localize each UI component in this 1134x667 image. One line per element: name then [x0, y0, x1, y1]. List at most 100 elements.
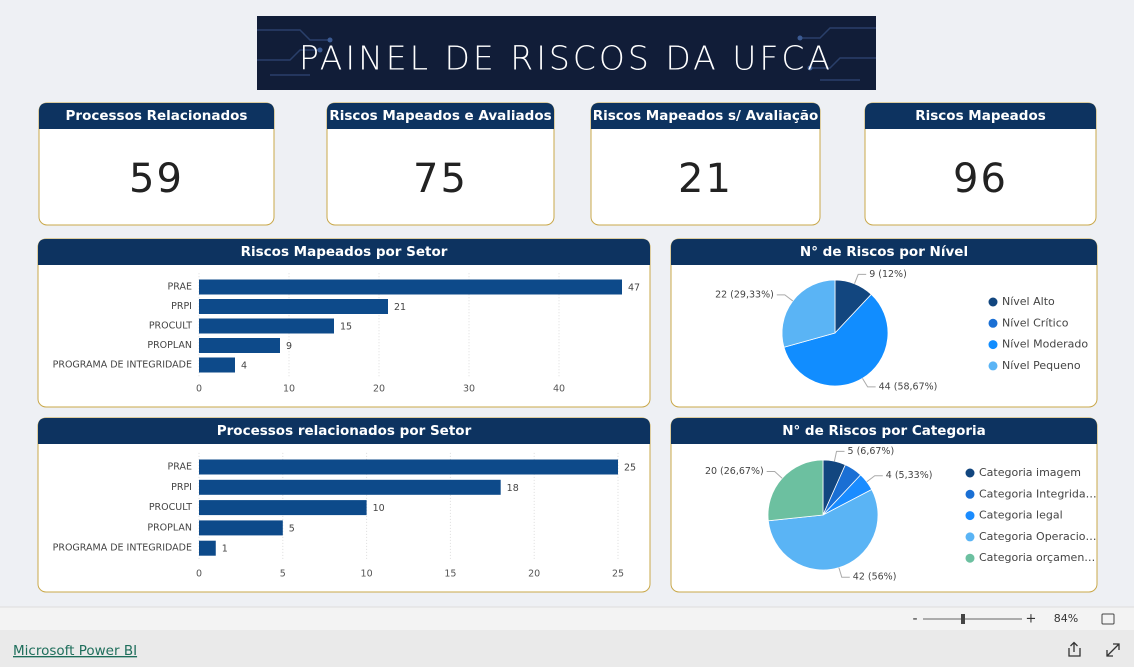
pie-slice: [781, 279, 836, 348]
kpi-card-title: Riscos Mapeados s/ Avaliação: [593, 108, 819, 124]
data-label: 5: [289, 523, 295, 534]
page-title: PAINEL DE RISCOS DA UFCA: [299, 39, 833, 78]
bar: [199, 279, 622, 295]
y-tick-label: PRAE: [168, 462, 192, 473]
banner: PAINEL DE RISCOS DA UFCA: [257, 16, 876, 90]
y-tick-label: PROPLAN: [147, 340, 192, 351]
data-label: 18: [507, 483, 519, 494]
y-tick-label: PRPI: [171, 482, 192, 493]
chart-panel-title: N° de Riscos por Nível: [800, 244, 968, 260]
data-label: 44 (58,67%): [879, 381, 938, 392]
leader-line: [838, 567, 850, 578]
bar: [199, 540, 216, 556]
x-tick-label: 0: [196, 384, 202, 395]
legend-swatch: [965, 468, 975, 478]
x-tick-label: 25: [612, 569, 624, 580]
data-label: 15: [340, 322, 352, 333]
x-tick-label: 0: [196, 569, 202, 580]
share-icon[interactable]: [1068, 641, 1081, 657]
x-tick-label: 15: [444, 569, 456, 580]
legend-label: Categoria orçamen…: [979, 551, 1095, 564]
expand-icon[interactable]: [1106, 643, 1120, 657]
legend-swatch: [965, 489, 975, 499]
legend-swatch: [965, 553, 975, 563]
bar: [199, 318, 334, 334]
data-label: 22 (29,33%): [715, 289, 774, 300]
kpi-card-title: Processos Relacionados: [66, 108, 248, 124]
legend-label: Categoria legal: [979, 509, 1063, 522]
bar: [199, 479, 501, 495]
chart-panel-title: N° de Riscos por Categoria: [782, 423, 986, 439]
data-label: 10: [373, 503, 385, 514]
y-tick-label: PROCULT: [149, 321, 192, 332]
legend-swatch: [965, 532, 975, 542]
bar: [199, 299, 388, 314]
footer: Microsoft Power BI: [0, 630, 1134, 667]
zoom-level: 84%: [1054, 612, 1078, 625]
data-label: 21: [394, 302, 406, 313]
leader-line: [776, 294, 794, 302]
kpi-card-title: Riscos Mapeados e Avaliados: [329, 108, 551, 124]
data-label: 1: [222, 544, 228, 555]
legend-swatch: [988, 297, 998, 307]
legend-label: Nível Moderado: [1002, 338, 1088, 351]
status-bar: - + 84%: [0, 606, 1134, 630]
kpi-card-header: [327, 103, 554, 129]
chart-panel: [670, 417, 1098, 593]
data-label: 9: [286, 341, 292, 352]
leader-line: [766, 471, 783, 479]
x-tick-label: 40: [553, 384, 565, 395]
data-label: 5 (6,67%): [848, 446, 895, 457]
chart-panel-header: [38, 418, 650, 444]
kpi-card-title: Riscos Mapeados: [915, 108, 1046, 124]
y-tick-label: PROGRAMA DE INTEGRIDADE: [53, 543, 192, 554]
chart-panel-header: [38, 239, 650, 265]
bar: [199, 520, 283, 536]
y-tick-label: PROGRAMA DE INTEGRIDADE: [53, 360, 192, 371]
bar: [199, 459, 618, 475]
x-tick-label: 30: [463, 384, 475, 395]
leader-line: [862, 378, 876, 388]
x-tick-label: 20: [373, 384, 385, 395]
bar: [199, 338, 280, 353]
chart-panel-title: Riscos Mapeados por Setor: [241, 244, 448, 260]
y-tick-label: PROPLAN: [147, 522, 192, 533]
kpi-value: 59: [129, 156, 184, 202]
zoom-out[interactable]: -: [912, 611, 917, 627]
legend-label: Nível Alto: [1002, 295, 1055, 308]
bar: [199, 357, 235, 373]
y-tick-label: PROCULT: [149, 502, 192, 513]
data-label: 20 (26,67%): [705, 466, 764, 477]
x-tick-label: 10: [361, 569, 373, 580]
legend-label: Nível Pequeno: [1002, 359, 1081, 372]
pie-slice: [783, 293, 889, 387]
legend-swatch: [988, 361, 998, 371]
kpi-card-header: [591, 103, 820, 129]
chart-panel-header: [671, 239, 1097, 265]
pie-slice: [767, 459, 824, 522]
zoom-thumb[interactable]: [961, 614, 965, 624]
power-bi-link[interactable]: Microsoft Power BI: [13, 643, 137, 659]
leader-line: [854, 273, 867, 284]
kpi-value: 21: [678, 156, 733, 202]
data-label: 42 (56%): [853, 572, 897, 583]
leader-line: [866, 475, 883, 483]
kpi-value: 96: [953, 156, 1008, 202]
kpi-card-header: [39, 103, 274, 129]
legend-label: Categoria Integrida…: [979, 487, 1097, 500]
data-label: 25: [624, 463, 636, 474]
kpi-value: 75: [413, 156, 468, 202]
bar: [199, 500, 367, 516]
leader-line: [833, 450, 845, 462]
fit-page[interactable]: [1101, 613, 1115, 625]
kpi-card-header: [865, 103, 1096, 129]
legend-swatch: [988, 340, 998, 350]
legend-swatch: [965, 511, 975, 521]
legend-label: Nível Crítico: [1002, 316, 1069, 329]
x-tick-label: 5: [280, 569, 286, 580]
y-tick-label: PRAE: [168, 282, 192, 293]
data-label: 4: [241, 361, 247, 372]
zoom-in[interactable]: +: [1026, 612, 1037, 627]
data-label: 4 (5,33%): [886, 470, 933, 481]
data-label: 9 (12%): [869, 269, 907, 280]
